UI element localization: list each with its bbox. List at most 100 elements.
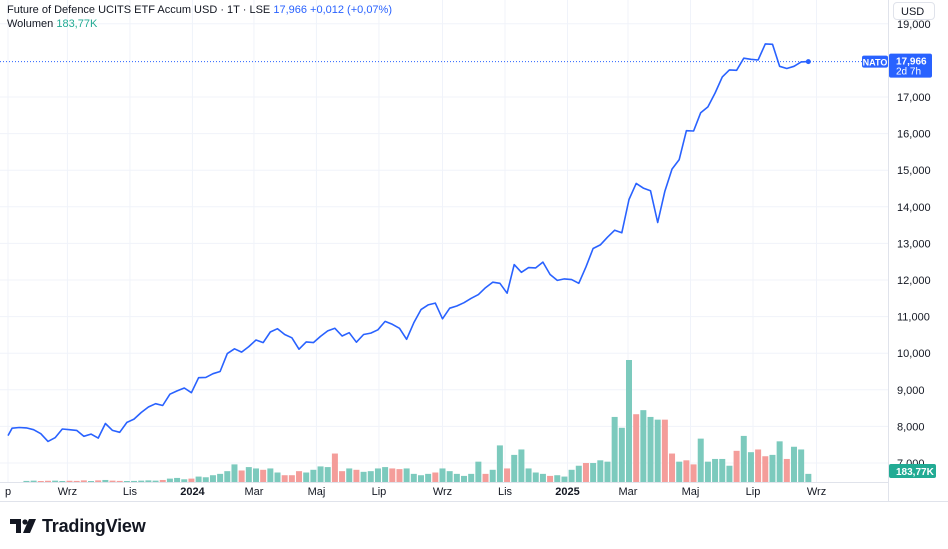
symbol-tag-label: NATO [863,58,888,68]
volume-bar [590,463,597,482]
volume-bar [353,469,360,482]
volume-bar [159,479,166,482]
x-tick-label: Maj [308,486,326,498]
x-tick-label: Lip [746,486,761,498]
x-tick-label: Lis [498,486,513,498]
volume-bar [733,450,740,482]
x-tick-label: 2024 [180,486,205,498]
volume-bar [331,453,338,482]
x-tick-label: 2025 [555,486,579,498]
volume-bar [805,473,812,482]
volume-bar [618,427,625,482]
volume-bar [798,449,805,482]
volume-bar [66,480,73,482]
tradingview-logo[interactable]: TradingView [10,515,146,537]
symbol-tag [862,55,888,68]
volume-bar [339,471,346,482]
x-tick-label: Wrz [433,486,452,498]
volume-bar [374,468,381,482]
volume-bar [166,478,173,482]
volume-bar [439,468,446,482]
volume-bar [647,416,654,482]
y-tick-label: 8,000 [897,421,925,433]
volume-bar [697,438,704,482]
volume-bar [425,473,432,482]
volume-bar [267,468,274,482]
volume-bar [525,468,532,482]
volume-bar [475,461,482,482]
volume-bar [238,470,245,482]
volume-bar [23,480,30,482]
y-tick-label: 14,000 [897,202,931,214]
volume-bar [116,480,123,482]
volume-bar [582,463,589,482]
tradingview-logo-icon [10,519,36,533]
volume-bar [547,475,554,482]
volume-bar [367,471,374,482]
volume-bar [288,475,295,482]
volume-bar [360,471,367,482]
volume-bar [676,461,683,482]
chart-area[interactable]: 7,0008,0009,00010,00011,00012,00013,0001… [0,0,948,502]
y-tick-label: 16,000 [897,129,931,141]
volume-bar [138,480,145,482]
volume-bar [511,454,518,482]
volume-bar [690,464,697,482]
volume-bar [504,468,511,482]
volume-bar [382,467,389,482]
volume-bar [489,469,496,482]
volume-bar [539,473,546,482]
volume-bar [561,476,568,482]
x-tick-label: Maj [682,486,700,498]
volume-legend-label: Wolumen [7,18,54,30]
legend-title: Future of Defence UCITS ETF Accum USD · … [7,4,271,16]
volume-bar [776,441,783,482]
volume-bar [482,473,489,482]
volume-bar [661,419,668,482]
volume-bar [310,469,317,482]
volume-legend: Wolumen 183,77K [7,18,97,30]
volume-legend-value: 183,77K [56,18,98,30]
volume-bar [396,469,403,482]
volume-bar [88,481,95,482]
volume-bar [461,475,468,482]
volume-bar [790,446,797,482]
volume-bar [597,460,604,482]
volume-bar [188,478,195,482]
volume-bar [496,445,503,482]
volume-bar [174,477,181,482]
volume-bar [95,480,102,482]
volume-bar [44,480,51,482]
x-tick-label: Mar [244,486,263,498]
x-tick-label: Lip [372,486,387,498]
currency-button[interactable]: USD [893,2,935,20]
volume-bar [245,467,252,482]
volume-bar [303,472,310,482]
volume-bar [755,449,762,482]
last-price-dot [805,59,811,65]
price-tag-countdown: 2d 7h [896,67,921,78]
x-tick-label: p [5,486,11,498]
volume-bar [719,458,726,482]
x-tick-label: Wrz [807,486,826,498]
volume-bar [317,466,324,482]
chart-legend: Future of Defence UCITS ETF Accum USD · … [7,4,392,16]
volume-bar [432,472,439,482]
volume-bar [468,473,475,482]
volume-bar [281,475,288,482]
price-chart[interactable]: 7,0008,0009,00010,00011,00012,00013,0001… [0,0,948,502]
price-line [7,43,809,443]
volume-bar [726,465,733,482]
volume-bar [611,416,618,482]
volume-bar [554,475,561,482]
volume-bar [518,449,525,482]
plot-background [0,0,888,482]
legend-price: 17,966 [273,4,307,16]
volume-bar [231,464,238,482]
volume-bar [712,458,719,482]
volume-bar [252,468,259,482]
volume-bar [145,480,152,482]
volume-bar [202,477,209,482]
volume-bar [704,461,711,482]
volume-bar [389,468,396,482]
